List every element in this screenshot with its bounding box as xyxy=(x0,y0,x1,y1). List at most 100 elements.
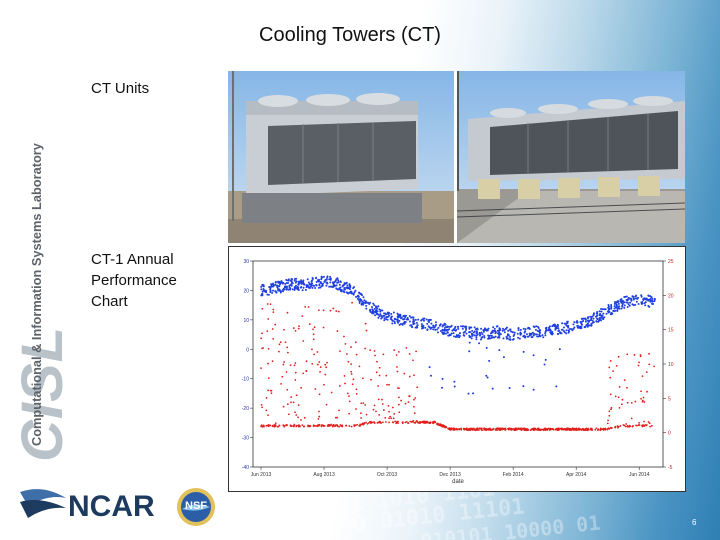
blue-point xyxy=(498,327,501,330)
blue-point xyxy=(544,358,547,361)
right-tick-label: 20 xyxy=(668,293,674,299)
blue-point xyxy=(592,321,595,324)
red-point xyxy=(267,414,269,417)
red-point xyxy=(260,425,262,428)
blue-point xyxy=(295,287,298,290)
red-point xyxy=(370,422,372,425)
red-point xyxy=(412,359,414,362)
blue-point xyxy=(653,297,656,300)
blue-point xyxy=(586,322,589,325)
red-point xyxy=(328,425,330,427)
blue-point xyxy=(544,334,547,337)
blue-point xyxy=(517,329,520,332)
red-point xyxy=(502,427,505,430)
red-point xyxy=(305,370,308,372)
blue-point xyxy=(435,323,438,326)
blue-point xyxy=(531,336,534,339)
red-point xyxy=(408,375,411,378)
blue-point xyxy=(590,316,593,319)
blue-point xyxy=(462,325,465,328)
blue-point xyxy=(384,313,387,316)
red-point xyxy=(633,354,636,356)
red-point xyxy=(365,421,367,424)
red-point xyxy=(348,412,351,415)
red-point xyxy=(274,424,277,427)
red-point xyxy=(278,343,281,346)
ncar-logo: NCAR xyxy=(18,484,163,528)
red-point xyxy=(597,429,599,431)
blue-point xyxy=(598,310,601,313)
blue-point xyxy=(329,285,332,288)
x-tick-label: Aug 2013 xyxy=(313,472,335,478)
red-point xyxy=(301,424,304,427)
blue-point xyxy=(483,336,486,339)
blue-point xyxy=(482,329,485,332)
blue-point xyxy=(320,278,323,281)
red-point xyxy=(483,427,485,430)
blue-point xyxy=(621,303,624,306)
right-tick-label: -5 xyxy=(668,465,673,471)
red-point xyxy=(267,362,269,365)
blue-point xyxy=(269,287,272,290)
red-point xyxy=(572,428,575,431)
blue-point xyxy=(485,374,488,377)
blue-point xyxy=(287,278,290,281)
red-point xyxy=(637,364,640,367)
blue-point xyxy=(405,318,408,321)
blue-point xyxy=(480,331,483,334)
blue-point xyxy=(307,281,310,284)
blue-point xyxy=(381,316,384,319)
blue-point xyxy=(284,282,287,285)
blue-point xyxy=(475,336,478,339)
red-point xyxy=(376,360,378,363)
blue-point xyxy=(311,277,314,280)
red-point xyxy=(371,421,374,424)
red-point xyxy=(609,376,612,379)
red-point xyxy=(278,424,281,427)
red-point xyxy=(260,337,263,340)
blue-point xyxy=(287,288,290,291)
blue-point xyxy=(415,326,418,329)
red-point xyxy=(267,377,270,380)
red-point xyxy=(271,360,274,363)
red-point xyxy=(378,413,381,416)
red-point xyxy=(290,401,292,404)
blue-point xyxy=(551,332,554,335)
ncar-logo-text: NCAR xyxy=(68,490,155,523)
red-point xyxy=(286,403,289,406)
blue-point xyxy=(279,290,282,293)
ct1-chart-label-line: Chart xyxy=(91,293,128,310)
red-point xyxy=(507,427,509,430)
blue-point xyxy=(538,331,541,334)
red-point xyxy=(274,323,277,326)
blue-point xyxy=(561,328,564,331)
red-point xyxy=(602,427,605,430)
red-point xyxy=(448,427,451,430)
blue-point xyxy=(457,334,460,337)
red-point xyxy=(282,405,285,408)
red-point xyxy=(512,428,515,430)
blue-point xyxy=(454,336,457,339)
red-point xyxy=(599,427,602,430)
blue-point xyxy=(412,316,415,319)
blue-point xyxy=(443,327,446,330)
blue-point xyxy=(473,326,476,329)
blue-point xyxy=(467,392,470,395)
blue-point xyxy=(536,335,539,338)
blue-point xyxy=(647,294,650,297)
blue-point xyxy=(468,334,471,337)
blue-point xyxy=(567,324,570,327)
red-point xyxy=(390,417,393,420)
red-point xyxy=(391,406,394,409)
red-point xyxy=(320,425,323,428)
red-point xyxy=(394,420,396,423)
blue-point xyxy=(558,348,561,351)
red-point xyxy=(311,348,313,351)
blue-point xyxy=(532,388,535,391)
blue-point xyxy=(385,318,388,321)
blue-point xyxy=(388,314,391,317)
right-tick-label: 25 xyxy=(668,259,674,265)
red-point xyxy=(389,415,392,418)
red-point xyxy=(607,419,609,422)
blue-point xyxy=(615,306,618,309)
